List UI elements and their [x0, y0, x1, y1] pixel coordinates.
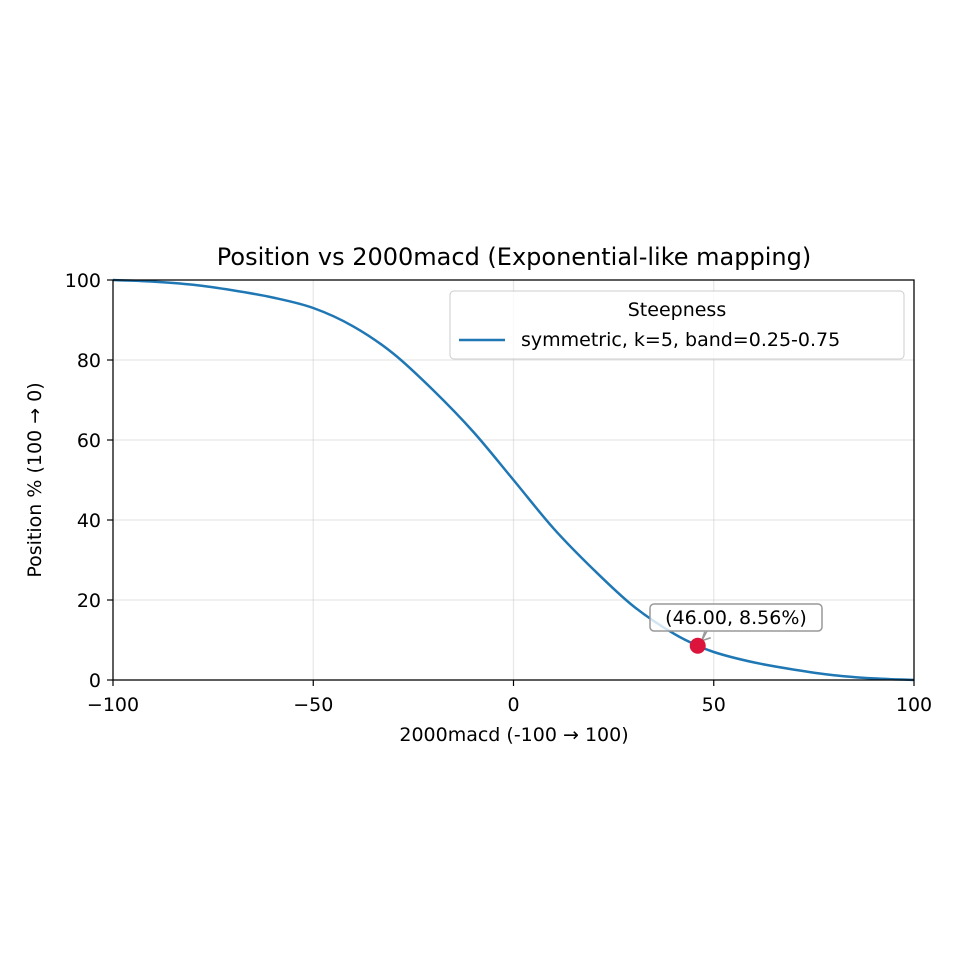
legend-entry-label: symmetric, k=5, band=0.25-0.75 — [521, 329, 840, 351]
y-tick-label-5: 100 — [65, 270, 101, 292]
y-tick-label-3: 60 — [77, 430, 101, 452]
y-tick-label-4: 80 — [77, 350, 101, 372]
annotation: (46.00, 8.56%) — [649, 603, 823, 654]
x-tick-label-2: 0 — [507, 694, 519, 716]
plot-area — [112, 278, 915, 682]
chart-title: Position vs 2000macd (Exponential-like m… — [217, 243, 811, 271]
y-axis-label: Position % (100 → 0) — [24, 382, 46, 577]
legend-title: Steepness — [628, 299, 726, 321]
x-tick-label-4: 100 — [896, 694, 932, 716]
y-tick-label-1: 20 — [77, 590, 101, 612]
ticks: −100 −50 0 50 100 0 20 40 60 80 100 — [65, 270, 932, 716]
x-tick-label-1: −50 — [293, 694, 333, 716]
series-line-0 — [112, 278, 915, 682]
annotation-label: (46.00, 8.56%) — [665, 607, 807, 629]
x-tick-label-0: −100 — [87, 694, 139, 716]
y-tick-label-2: 40 — [77, 510, 101, 532]
y-tick-label-0: 0 — [89, 670, 101, 692]
annotation-box — [649, 603, 823, 632]
legend-box — [449, 290, 905, 360]
legend: Steepness symmetric, k=5, band=0.25-0.75 — [449, 290, 905, 360]
x-axis-label: 2000macd (-100 → 100) — [399, 724, 628, 746]
highlight-point — [689, 637, 706, 654]
x-tick-label-3: 50 — [702, 694, 726, 716]
